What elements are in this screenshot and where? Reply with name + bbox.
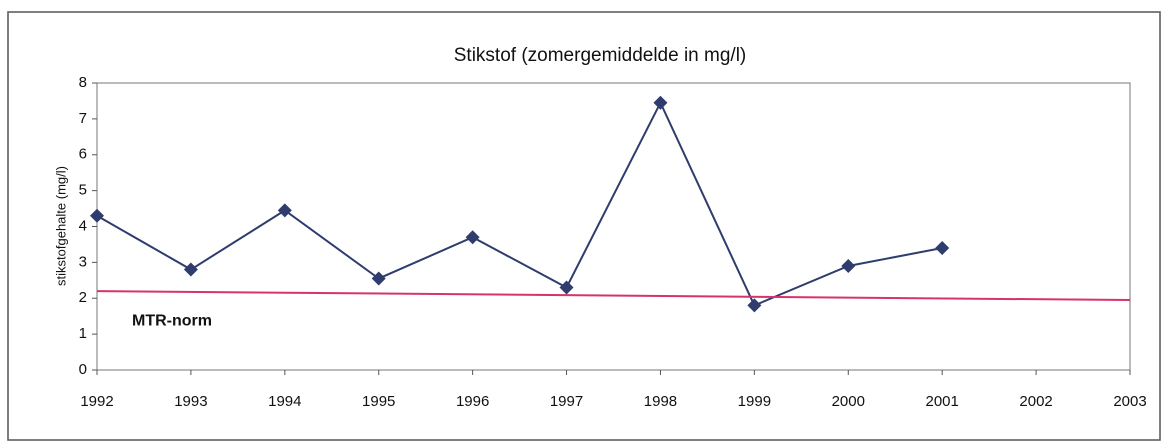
y-axis-label: stikstofgehalte (mg/l) bbox=[53, 166, 68, 286]
x-tick-label: 1999 bbox=[738, 393, 771, 410]
data-line bbox=[96, 100, 943, 307]
data-point bbox=[465, 230, 480, 245]
x-tick-label: 2003 bbox=[1113, 393, 1146, 410]
y-tick-label: 6 bbox=[79, 146, 87, 163]
y-tick-label: 8 bbox=[79, 74, 87, 91]
y-tick-label: 2 bbox=[79, 289, 87, 306]
plot-area bbox=[96, 82, 1131, 371]
data-point bbox=[653, 95, 668, 110]
data-point bbox=[371, 271, 386, 286]
data-point bbox=[559, 280, 574, 295]
data-point bbox=[747, 298, 762, 313]
data-point bbox=[277, 203, 292, 218]
y-tick-label: 0 bbox=[79, 361, 87, 378]
x-tick-label: 1995 bbox=[362, 393, 395, 410]
y-tick-label: 5 bbox=[79, 182, 87, 199]
data-point bbox=[183, 262, 198, 277]
x-tick-label: 1993 bbox=[174, 393, 207, 410]
data-point bbox=[90, 208, 104, 223]
x-tick-label: 1994 bbox=[268, 393, 301, 410]
x-tick-label: 1998 bbox=[644, 393, 677, 410]
norm-label: MTR-norm bbox=[132, 312, 212, 329]
x-tick-label: 1997 bbox=[550, 393, 583, 410]
data-point bbox=[935, 241, 950, 256]
x-tick-label: 2002 bbox=[1019, 393, 1052, 410]
x-tick-label: 1992 bbox=[80, 393, 113, 410]
y-tick-label: 4 bbox=[79, 217, 87, 234]
norm-line bbox=[96, 290, 1131, 302]
x-tick-label: 1996 bbox=[456, 393, 489, 410]
data-point bbox=[841, 258, 856, 273]
x-tick-label: 2000 bbox=[832, 393, 865, 410]
y-tick-label: 7 bbox=[79, 110, 87, 127]
y-tick-label: 3 bbox=[79, 253, 87, 270]
x-tick-label: 2001 bbox=[925, 393, 958, 410]
chart-title: Stikstof (zomergemiddelde in mg/l) bbox=[454, 45, 747, 66]
y-tick-label: 1 bbox=[79, 325, 87, 342]
